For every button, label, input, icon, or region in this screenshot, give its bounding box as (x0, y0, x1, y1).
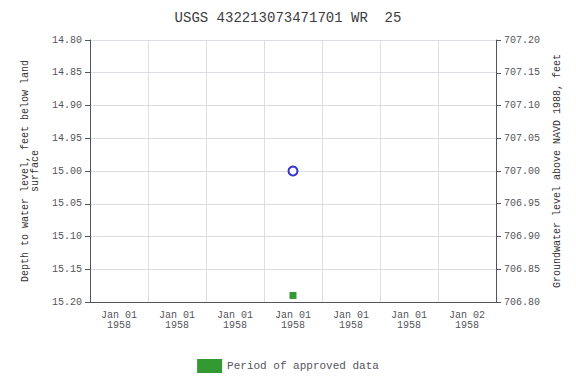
svg-text:Jan 01: Jan 01 (101, 309, 137, 321)
svg-text:706.85: 706.85 (504, 264, 540, 275)
svg-text:14.90: 14.90 (52, 100, 82, 111)
svg-text:14.80: 14.80 (52, 35, 82, 46)
svg-text:surface: surface (30, 150, 41, 192)
svg-text:15.00: 15.00 (52, 166, 82, 177)
svg-text:Groundwater level above NAVD 1: Groundwater level above NAVD 1988, feet (552, 54, 563, 288)
svg-text:706.90: 706.90 (504, 231, 540, 242)
svg-text:707.15: 707.15 (504, 67, 540, 78)
svg-text:1958: 1958 (165, 320, 189, 331)
svg-text:707.05: 707.05 (504, 133, 540, 144)
svg-text:706.80: 706.80 (504, 297, 540, 308)
svg-text:707.00: 707.00 (504, 166, 540, 177)
svg-text:14.85: 14.85 (52, 67, 82, 78)
svg-text:Period of approved data: Period of approved data (227, 360, 379, 372)
svg-text:Jan 01: Jan 01 (333, 309, 369, 321)
svg-text:1958: 1958 (107, 320, 131, 331)
svg-text:1958: 1958 (339, 320, 363, 331)
svg-text:USGS 432213073471701 WR 25: USGS 432213073471701 WR 25 (175, 10, 402, 26)
svg-text:Jan 01: Jan 01 (275, 309, 311, 321)
svg-text:Jan 01: Jan 01 (391, 309, 427, 321)
svg-text:706.95: 706.95 (504, 198, 540, 209)
svg-text:707.10: 707.10 (504, 100, 540, 111)
svg-text:1958: 1958 (281, 320, 305, 331)
svg-text:Jan 02: Jan 02 (449, 309, 485, 321)
svg-text:1958: 1958 (455, 320, 479, 331)
svg-text:Jan 01: Jan 01 (159, 309, 195, 321)
svg-text:14.95: 14.95 (52, 133, 82, 144)
svg-text:15.15: 15.15 (52, 264, 82, 275)
svg-text:707.20: 707.20 (504, 35, 540, 46)
svg-text:15.05: 15.05 (52, 198, 82, 209)
svg-text:Jan 01: Jan 01 (217, 309, 253, 321)
svg-text:15.10: 15.10 (52, 231, 82, 242)
svg-text:1958: 1958 (397, 320, 421, 331)
svg-text:1958: 1958 (223, 320, 247, 331)
svg-text:15.20: 15.20 (52, 297, 82, 308)
svg-text:Depth to water level, feet bel: Depth to water level, feet below land (19, 60, 31, 282)
